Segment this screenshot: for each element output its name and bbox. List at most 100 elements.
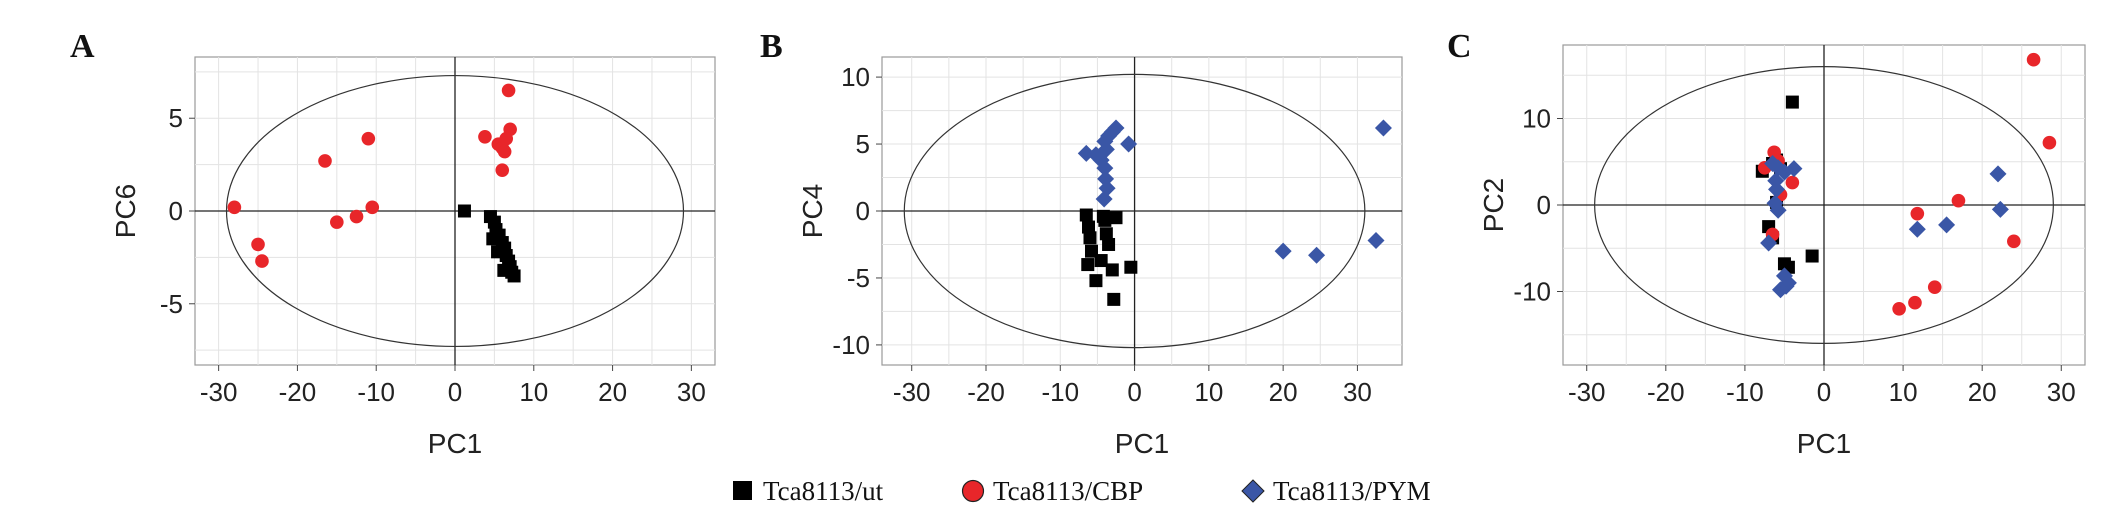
y-axis-label: PC2 bbox=[1478, 178, 1509, 232]
data-point-square bbox=[1109, 211, 1123, 225]
y-axis-label: PC4 bbox=[797, 184, 828, 238]
y-axis-label: PC6 bbox=[110, 184, 141, 238]
data-point-diamond bbox=[1991, 200, 2009, 218]
legend-marker-circle bbox=[961, 479, 985, 503]
data-point-diamond bbox=[1096, 159, 1114, 177]
data-point-circle bbox=[2026, 52, 2041, 67]
data-point-circle bbox=[1785, 175, 1800, 190]
data-point-square bbox=[1096, 209, 1110, 223]
x-tick-label: 0 bbox=[1817, 377, 1831, 407]
data-point-square bbox=[457, 204, 471, 218]
legend-label: Tca8113/ut bbox=[763, 476, 884, 506]
x-tick-label: 0 bbox=[448, 377, 462, 407]
data-point-circle bbox=[1892, 301, 1906, 316]
data-point-diamond bbox=[1120, 135, 1138, 153]
x-tick-label: 0 bbox=[1127, 377, 1141, 407]
data-point-circle bbox=[318, 154, 332, 168]
data-point-square bbox=[507, 269, 521, 283]
data-point-square bbox=[1083, 231, 1097, 245]
data-point-circle bbox=[1910, 206, 1925, 221]
panel-letter: A bbox=[70, 28, 95, 65]
x-tick-label: -10 bbox=[1726, 377, 1764, 407]
x-tick-label: -20 bbox=[279, 377, 317, 407]
data-point-diamond bbox=[1767, 172, 1785, 190]
y-tick-label: 10 bbox=[1522, 104, 1551, 134]
data-point-circle bbox=[2042, 135, 2057, 150]
x-axis-label: PC1 bbox=[428, 428, 482, 459]
y-tick-label: 0 bbox=[856, 196, 870, 226]
data-point-square bbox=[1082, 220, 1096, 234]
data-point-square bbox=[1105, 263, 1119, 277]
data-point-circle bbox=[227, 200, 242, 215]
legend-marker-diamond bbox=[1241, 479, 1265, 503]
x-tick-label: -20 bbox=[1647, 377, 1685, 407]
data-point-square bbox=[497, 263, 511, 277]
x-tick-label: -20 bbox=[967, 377, 1005, 407]
data-point-diamond bbox=[1308, 246, 1326, 264]
data-point-circle bbox=[2007, 234, 2021, 249]
data-point-circle bbox=[495, 163, 510, 177]
x-axis-label: PC1 bbox=[1797, 428, 1851, 459]
data-point-square bbox=[491, 245, 505, 259]
y-tick-label: 5 bbox=[169, 103, 183, 133]
data-point-square bbox=[486, 232, 500, 246]
y-tick-label: -10 bbox=[1513, 276, 1551, 306]
data-point-diamond bbox=[1989, 165, 2007, 183]
data-point-square bbox=[1099, 227, 1113, 241]
data-point-diamond bbox=[1908, 220, 1926, 238]
data-point-circle bbox=[330, 215, 344, 229]
data-point-circle bbox=[501, 83, 516, 98]
data-point-diamond bbox=[1772, 281, 1789, 299]
x-tick-label: -10 bbox=[357, 377, 395, 407]
y-tick-label: -10 bbox=[832, 330, 870, 360]
y-tick-label: -5 bbox=[160, 289, 183, 319]
x-tick-label: 30 bbox=[677, 377, 706, 407]
x-tick-label: 20 bbox=[598, 377, 627, 407]
x-tick-label: -10 bbox=[1041, 377, 1079, 407]
x-tick-label: 20 bbox=[1269, 377, 1298, 407]
x-tick-label: -30 bbox=[1568, 377, 1606, 407]
data-point-square bbox=[1081, 258, 1095, 272]
data-point-diamond bbox=[1274, 242, 1292, 260]
x-tick-label: 30 bbox=[2047, 377, 2076, 407]
data-point-diamond bbox=[1760, 234, 1778, 252]
confidence-ellipse bbox=[903, 73, 1366, 349]
data-point-square bbox=[1785, 95, 1799, 109]
legend: Tca8113/ut Tca8113/CBP Tca8113/PYM bbox=[733, 476, 1431, 506]
data-point-diamond bbox=[1097, 140, 1115, 158]
data-point-diamond bbox=[1785, 160, 1803, 178]
x-tick-label: 10 bbox=[1889, 377, 1918, 407]
x-tick-label: 30 bbox=[1343, 377, 1372, 407]
data-point-circle bbox=[499, 131, 514, 146]
data-point-diamond bbox=[1769, 201, 1787, 219]
x-tick-label: 10 bbox=[519, 377, 548, 407]
data-point-diamond bbox=[1095, 190, 1113, 208]
data-point-circle bbox=[255, 254, 269, 268]
data-point-circle bbox=[1927, 280, 1942, 294]
data-point-square bbox=[1124, 260, 1138, 274]
chart-panel-B: B -30 -20 -10 0 10 20 30 -10 -5 0 5 10 PC1 PC4 bbox=[760, 28, 1403, 459]
y-tick-label: 5 bbox=[856, 129, 870, 159]
data-point-circle bbox=[251, 237, 265, 252]
panel-letter: B bbox=[760, 28, 783, 65]
y-tick-label: 10 bbox=[841, 62, 870, 92]
data-point-diamond bbox=[1938, 216, 1956, 234]
data-point-circle bbox=[365, 200, 380, 215]
legend-label: Tca8113/CBP bbox=[993, 476, 1143, 506]
x-axis-label: PC1 bbox=[1115, 428, 1169, 459]
legend-marker-square bbox=[733, 481, 752, 500]
x-tick-label: 20 bbox=[1968, 377, 1997, 407]
y-tick-label: 0 bbox=[1537, 190, 1551, 220]
legend-label: Tca8113/PYM bbox=[1273, 476, 1431, 506]
data-point-square bbox=[1102, 237, 1116, 251]
data-point-square bbox=[1089, 274, 1103, 288]
data-point-circle bbox=[497, 144, 512, 159]
confidence-ellipse bbox=[1594, 66, 2054, 344]
data-point-square bbox=[1094, 254, 1108, 268]
data-point-diamond bbox=[1367, 231, 1385, 249]
chart-panel-A: A -30 -20 -10 0 10 20 30 -5 0 5 PC1 PC6 bbox=[70, 28, 716, 459]
data-point-circle bbox=[349, 209, 364, 224]
x-tick-label: -30 bbox=[200, 377, 238, 407]
panel-letter: C bbox=[1447, 28, 1472, 65]
